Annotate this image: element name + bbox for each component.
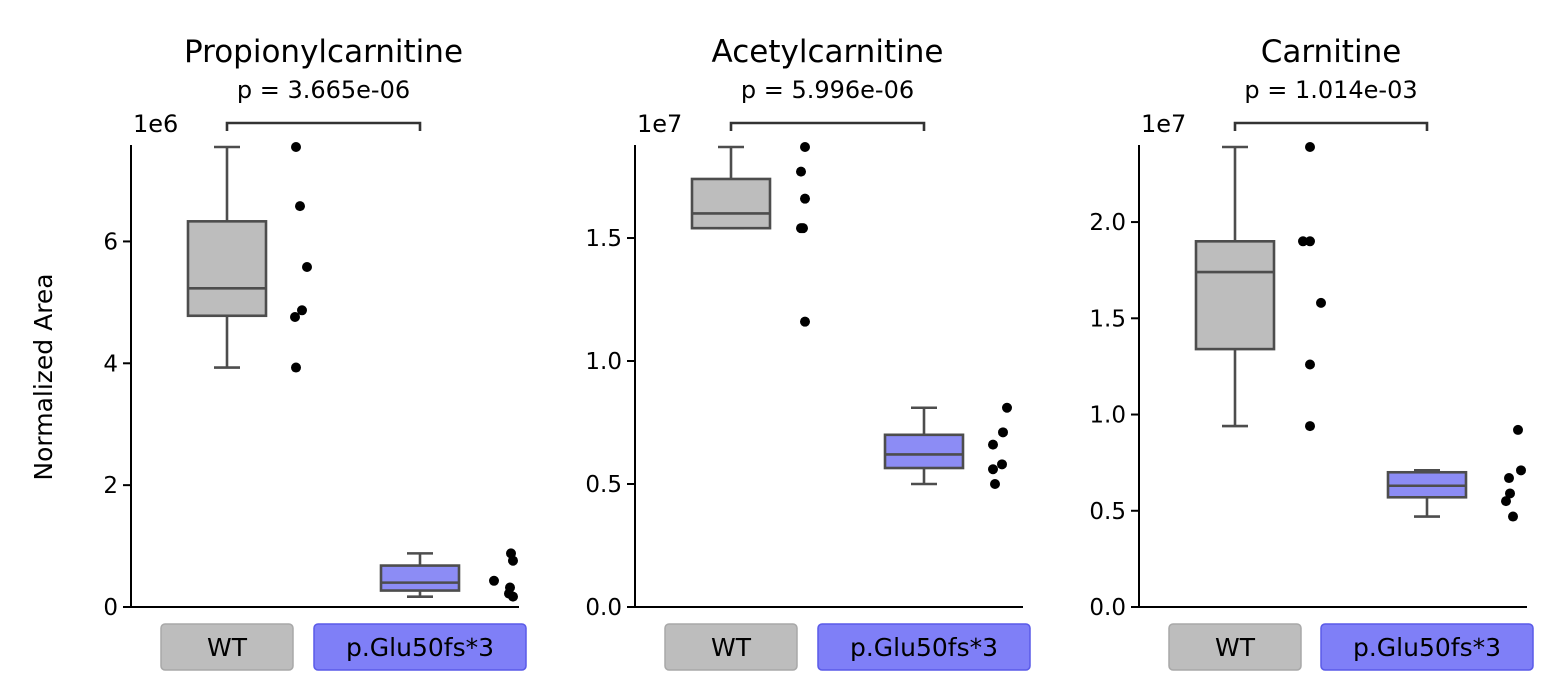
significance-bracket [1233, 121, 1429, 131]
scale-label: 1e6 [133, 110, 178, 138]
y-tick-label: 2 [103, 473, 118, 499]
category-tag [817, 623, 1031, 671]
category-label: WT [207, 633, 248, 662]
y-tick-label: 1.0 [585, 349, 622, 375]
category-label: WT [1215, 633, 1256, 662]
y-tick-label: 0.0 [585, 595, 622, 621]
data-point [1305, 236, 1315, 247]
data-point [800, 193, 810, 204]
panel-1: Propionylcarnitine p = 3.665e-06 1e6 0 2 4 6 WT… [103, 34, 527, 671]
significance-bracket [225, 121, 422, 131]
data-point [997, 459, 1007, 470]
data-point [1516, 465, 1526, 476]
significance-bracket [729, 121, 926, 131]
category-label: p.Glu50fs*3 [850, 633, 998, 662]
data-point [1513, 424, 1523, 435]
data-point [1305, 142, 1315, 152]
data-point [1305, 359, 1315, 370]
data-point [1298, 236, 1308, 247]
y-tick-label: 0.5 [585, 472, 622, 498]
box-wt [690, 177, 772, 230]
category-label: p.Glu50fs*3 [1353, 633, 1501, 662]
data-point [1305, 421, 1315, 432]
y-tick-label: 2.0 [1089, 210, 1126, 236]
y-tick-label: 1.5 [585, 226, 622, 252]
y-tick-label: 4 [103, 351, 118, 377]
data-point [988, 439, 998, 450]
pvalue-label: p = 5.996e-06 [741, 76, 914, 104]
data-point [1504, 473, 1514, 484]
pvalue-label: p = 3.665e-06 [237, 76, 410, 104]
box-wt [186, 220, 268, 318]
data-point [990, 479, 1000, 490]
data-point [798, 223, 808, 234]
data-point [302, 262, 312, 273]
panel-3: Carnitine p = 1.014e-03 1e7 0.0 0.5 1.0 1.5 2.0… [1089, 34, 1534, 671]
y-tick-label: 6 [103, 229, 118, 255]
data-point [998, 427, 1008, 438]
category-tag [664, 623, 798, 671]
y-tick-label: 0.0 [1089, 595, 1126, 621]
data-point [800, 142, 810, 152]
scale-label: 1e7 [1141, 110, 1186, 138]
category-tag [313, 623, 527, 671]
panel-title: Carnitine [1261, 34, 1402, 70]
data-point [508, 591, 518, 602]
data-point [796, 166, 806, 177]
data-point [291, 142, 301, 152]
data-point [489, 575, 499, 586]
box-mutant [379, 564, 461, 592]
y-axis-label: Normalized Area [29, 273, 58, 480]
scale-label: 1e7 [637, 110, 682, 138]
category-label: WT [711, 633, 752, 662]
data-point [295, 201, 305, 212]
data-point [290, 311, 300, 322]
data-point [1316, 297, 1326, 308]
panel-title: Propionylcarnitine [184, 34, 463, 70]
box-wt [1194, 240, 1276, 351]
y-tick-label: 1.0 [1089, 403, 1126, 429]
y-tick-label: 0 [103, 595, 118, 621]
box-mutant [883, 433, 965, 470]
category-tag [1168, 623, 1302, 671]
data-point [1002, 402, 1012, 413]
category-tag [160, 623, 294, 671]
data-point [1508, 511, 1518, 522]
category-label: p.Glu50fs*3 [346, 633, 494, 662]
data-point [297, 305, 307, 316]
data-point [800, 316, 810, 327]
panel-title: Acetylcarnitine [712, 34, 944, 70]
data-point [1501, 496, 1511, 507]
y-tick-label: 1.5 [1089, 306, 1126, 332]
data-point [508, 555, 518, 566]
data-point [1505, 488, 1515, 499]
panel-2: Acetylcarnitine p = 5.996e-06 1e7 0.0 0.5 1.0… [585, 34, 1031, 671]
category-tag [1320, 623, 1534, 671]
data-point [291, 362, 301, 373]
y-tick-label: 0.5 [1089, 499, 1126, 525]
pvalue-label: p = 1.014e-03 [1244, 76, 1417, 104]
data-point [988, 464, 998, 475]
